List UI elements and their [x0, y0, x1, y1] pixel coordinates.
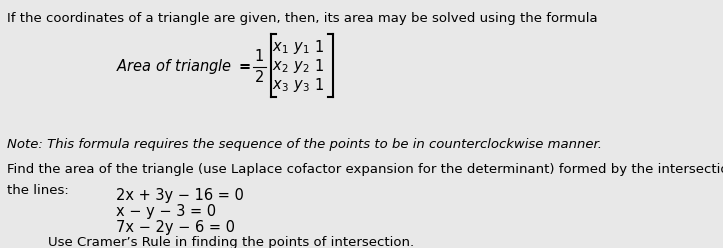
Text: Find the area of the triangle (use Laplace cofactor expansion for the determinan: Find the area of the triangle (use Lapla… [7, 163, 723, 176]
Text: 2x + 3y − 16 = 0: 2x + 3y − 16 = 0 [116, 188, 244, 203]
Text: Note: This formula requires the sequence of the points to be in counterclockwise: Note: This formula requires the sequence… [7, 138, 602, 151]
Text: x − y − 3 = 0: x − y − 3 = 0 [116, 204, 216, 219]
Text: $x_3$: $x_3$ [272, 78, 288, 94]
Text: $x_1$: $x_1$ [272, 40, 288, 56]
Text: 1: 1 [315, 59, 324, 74]
Text: $y_2$: $y_2$ [293, 59, 309, 75]
Text: If the coordinates of a triangle are given, then, its area may be solved using t: If the coordinates of a triangle are giv… [7, 12, 597, 25]
Text: the lines:: the lines: [7, 184, 69, 197]
Text: $x_2$: $x_2$ [272, 59, 288, 75]
Text: $\mathbf{\it{Area\ of\ triangle}}$ $\mathbf{=}$: $\mathbf{\it{Area\ of\ triangle}}$ $\mat… [116, 57, 251, 76]
Text: $y_1$: $y_1$ [293, 40, 309, 56]
Text: 7x − 2y − 6 = 0: 7x − 2y − 6 = 0 [116, 220, 235, 235]
Text: Use Cramer’s Rule in finding the points of intersection.: Use Cramer’s Rule in finding the points … [48, 236, 414, 248]
Text: 2: 2 [254, 70, 264, 85]
Text: 1: 1 [254, 49, 264, 64]
Text: 1: 1 [315, 40, 324, 55]
Text: 1: 1 [315, 78, 324, 93]
Text: $y_3$: $y_3$ [293, 78, 309, 94]
